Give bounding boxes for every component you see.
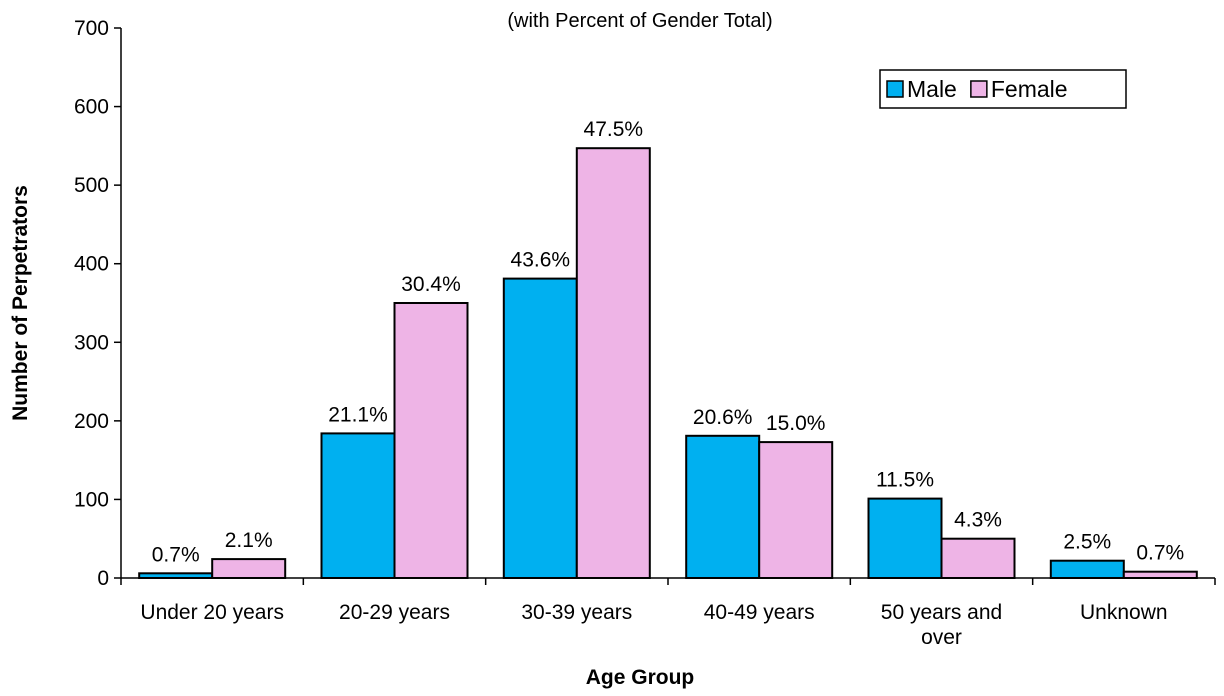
bar-male-4 <box>867 497 943 580</box>
bar-male-1 <box>320 432 396 579</box>
y-tick-label-700: 700 <box>74 17 109 40</box>
x-tick-label-5-0: Unknown <box>1080 601 1168 624</box>
x-axis: Under 20 years 20-29 years 30-39 years 40-4… <box>120 577 1216 649</box>
y-tick-label-400: 400 <box>74 253 109 276</box>
y-axis: 0 100 200 300 400 500 600 700 <box>74 17 122 590</box>
bar-female-0 <box>211 558 287 579</box>
y-axis-title: Number of Perpetrators <box>9 185 32 421</box>
data-label-female-2: 47.5% <box>584 118 644 141</box>
data-label-male-5: 2.5% <box>1063 531 1111 554</box>
data-label-female-1: 30.4% <box>401 273 461 296</box>
data-label-male-1: 21.1% <box>328 403 388 426</box>
data-label-male-0: 0.7% <box>152 543 200 566</box>
y-tick-label-600: 600 <box>74 96 109 119</box>
bar-female-5 <box>1122 570 1198 580</box>
chart-subtitle: (with Percent of Gender Total) <box>507 10 772 32</box>
y-tick-label-300: 300 <box>74 331 109 354</box>
x-tick-label-4-1: over <box>921 626 962 649</box>
y-tick-label-200: 200 <box>74 410 109 433</box>
bar-female-4 <box>940 537 1016 580</box>
x-tick-label-3-0: 40-49 years <box>704 601 815 624</box>
data-label-male-4: 11.5% <box>876 469 934 492</box>
data-label-male-3: 20.6% <box>693 406 753 429</box>
y-tick-label-0: 0 <box>97 567 109 590</box>
legend-swatch-female <box>970 80 988 98</box>
x-tick-label-0-0: Under 20 years <box>140 601 284 624</box>
legend-label-female: Female <box>991 76 1068 102</box>
x-tick-label-4-0: 50 years and <box>881 601 1002 624</box>
legend: Male Female <box>879 69 1127 109</box>
data-label-male-2: 43.6% <box>511 249 571 272</box>
x-tick-label-1-0: 20-29 years <box>339 601 450 624</box>
x-tick-label-2-0: 30-39 years <box>521 601 632 624</box>
bar-male-2 <box>502 277 578 579</box>
legend-box <box>879 69 1127 109</box>
y-tick-label-100: 100 <box>74 488 109 511</box>
x-axis-title: Age Group <box>586 666 695 689</box>
legend-swatch-male <box>886 80 904 98</box>
bar-female-2 <box>575 147 651 579</box>
data-label-female-0: 2.1% <box>225 529 273 552</box>
y-tick-label-500: 500 <box>74 174 109 197</box>
data-label-female-4: 4.3% <box>954 509 1002 532</box>
data-label-female-5: 0.7% <box>1136 542 1184 565</box>
bar-male-5 <box>1049 559 1125 580</box>
plot-area: 0.7% 21.1% 43.6% 20.6% 11.5% 2.5% 2.1% 30.4% 47.… <box>138 118 1198 580</box>
legend-label-male: Male <box>907 76 957 102</box>
bar-female-1 <box>393 302 469 579</box>
bar-female-3 <box>758 441 834 579</box>
data-label-female-3: 15.0% <box>766 412 826 435</box>
bar-male-3 <box>685 434 761 579</box>
